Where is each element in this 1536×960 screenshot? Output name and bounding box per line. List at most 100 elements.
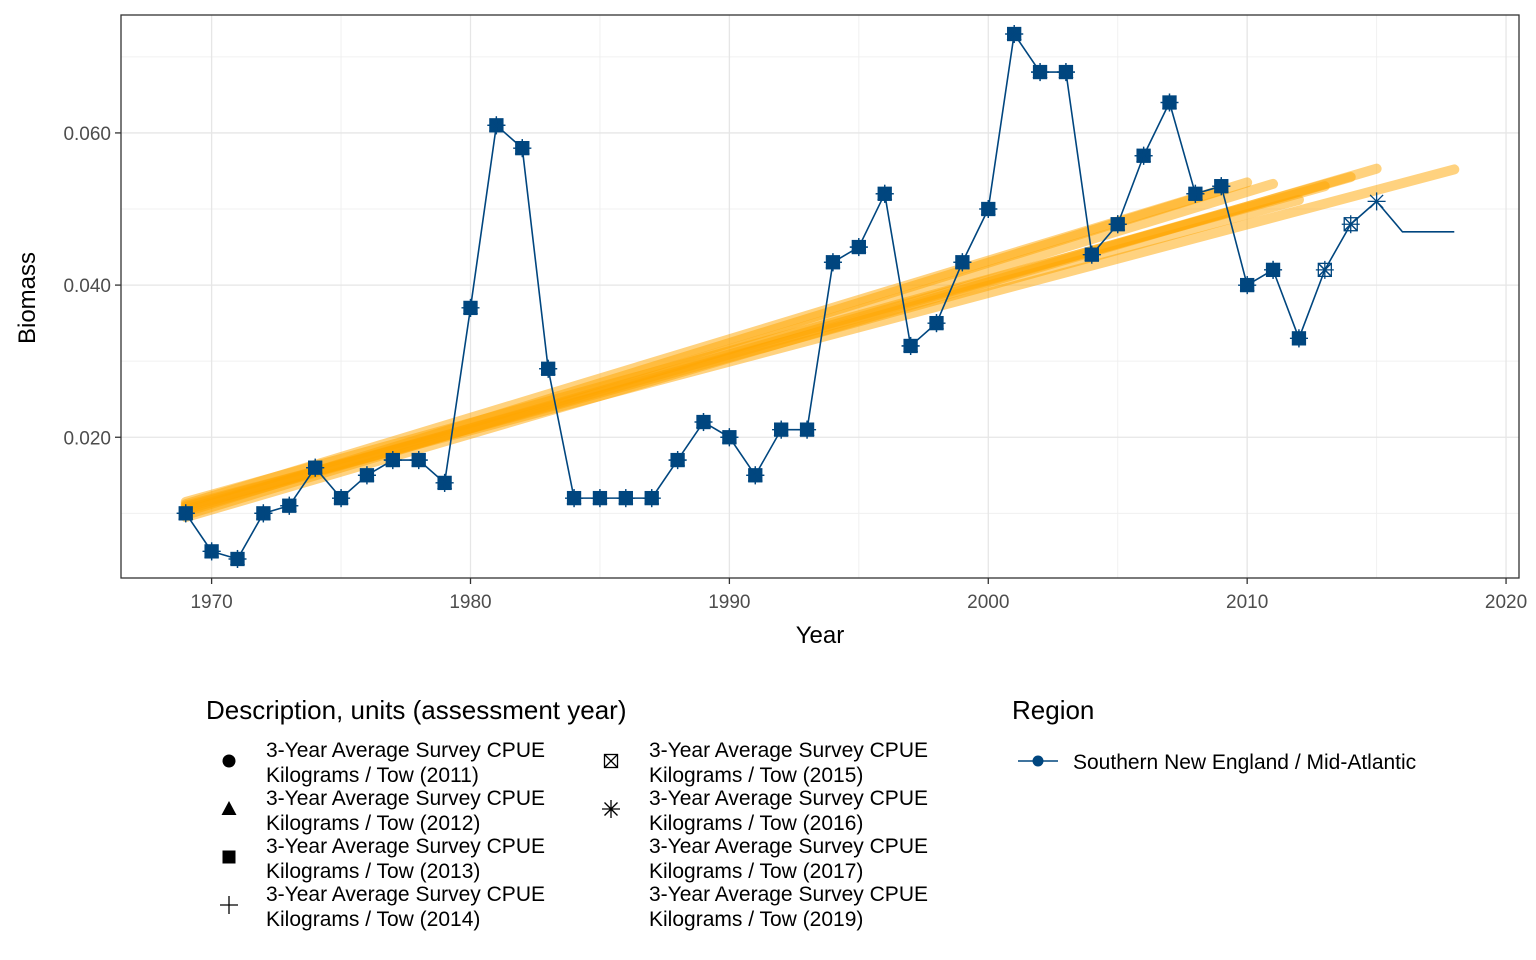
data-point-2016-1984: [565, 489, 584, 508]
grid: [121, 15, 1519, 578]
data-point-2016-1985: [590, 489, 609, 508]
data-point-2016-1975: [332, 489, 351, 508]
legend-item-label-line2: Kilograms / Tow (2012): [266, 812, 480, 835]
y-tick-label: 0.040: [63, 276, 111, 297]
legend-key-triangle: [221, 801, 237, 815]
legend-region-point: [1032, 755, 1044, 767]
legend-description-title: Description, units (assessment year): [206, 695, 626, 725]
data-point-2016-1987: [642, 489, 661, 508]
data-point-2016-2014: [1341, 215, 1360, 234]
data-point-2016-2003: [1056, 63, 1075, 82]
legend-key-circle: [222, 754, 236, 768]
legend-item-label-line2: Kilograms / Tow (2014): [266, 908, 480, 931]
x-tick-label: 2000: [967, 592, 1009, 613]
panel-border: [120, 14, 1520, 579]
data-point-2016-1986: [616, 489, 635, 508]
data-point-2016-1971: [228, 549, 247, 568]
legend-item-label-line2: Kilograms / Tow (2015): [649, 764, 863, 787]
data-point-2016-2009: [1212, 177, 1231, 196]
legend-item-label-line1: 3-Year Average Survey CPUE: [649, 739, 928, 762]
legend-key-square: [222, 850, 236, 864]
data-point-2016-1974: [306, 458, 325, 477]
x-axis-title: Year: [796, 622, 845, 649]
y-tick-label: 0.020: [63, 428, 111, 449]
data-point-2016-1978: [409, 451, 428, 470]
legend-key-plus: [220, 896, 238, 914]
x-tick-label: 1990: [708, 592, 750, 613]
x-tick-label: 2020: [1485, 592, 1527, 613]
data-point-2016-2010: [1238, 276, 1257, 295]
data-point-2016-1998: [927, 314, 946, 333]
data-point-2016-1972: [254, 504, 273, 523]
data-point-2016-2007: [1160, 93, 1179, 112]
data-point-2016-2015: [1367, 192, 1386, 211]
legend-item-label-line2: Kilograms / Tow (2019): [649, 908, 863, 931]
data-point-2016-2012: [1289, 329, 1308, 348]
data-point-2016-1992: [772, 420, 791, 439]
legend-item-label-line1: 3-Year Average Survey CPUE: [266, 835, 545, 858]
data-point-2016-2005: [1108, 215, 1127, 234]
x-tick-label: 1970: [190, 592, 232, 613]
legend-item-label-line1: 3-Year Average Survey CPUE: [266, 883, 545, 906]
data-point-2016-1977: [383, 451, 402, 470]
data-point-2016-1989: [694, 413, 713, 432]
x-tick-label: 1980: [449, 592, 491, 613]
legend-item-label-line2: Kilograms / Tow (2017): [649, 860, 863, 883]
data-point-2016-1997: [901, 336, 920, 355]
data-point-2016-1995: [849, 238, 868, 257]
trend-line-2019: [180, 164, 1460, 511]
legend-item-label-line1: 3-Year Average Survey CPUE: [649, 883, 928, 906]
legend-item-label-line1: 3-Year Average Survey CPUE: [266, 787, 545, 810]
panel-background: [121, 15, 1519, 578]
data-point-2016-2011: [1264, 260, 1283, 279]
legend-key-asterisk: [602, 800, 620, 818]
x-tick-label: 2010: [1226, 592, 1268, 613]
trend-lines: [180, 163, 1460, 523]
panel-border-layer: [120, 14, 1520, 579]
data-point-2016-1993: [798, 420, 817, 439]
data-point-2016-2006: [1134, 146, 1153, 165]
legend-region-title: Region: [1012, 695, 1094, 725]
legend-region-label: Southern New England / Mid-Atlantic: [1073, 751, 1416, 774]
data-point-2016-1988: [668, 451, 687, 470]
legend-key-boxcross: [603, 753, 619, 769]
data-point-2016-1980: [461, 298, 480, 317]
data-point-2016-2002: [1031, 63, 1050, 82]
legend: Description, units (assessment year) 3-Ye…: [206, 695, 1416, 931]
legend-item-label-line2: Kilograms / Tow (2016): [649, 812, 863, 835]
series-markers: [176, 25, 1386, 568]
data-point-2016-1994: [823, 253, 842, 272]
data-point-2016-1991: [746, 466, 765, 485]
data-point-2016-2004: [1082, 245, 1101, 264]
legend-item-label-line2: Kilograms / Tow (2013): [266, 860, 480, 883]
data-point-2016-1982: [513, 139, 532, 158]
data-point-2016-1999: [953, 253, 972, 272]
data-point-2016-2008: [1186, 184, 1205, 203]
data-point-2016-1983: [539, 359, 558, 378]
data-point-2016-1970: [202, 542, 221, 561]
legend-region-item: Southern New England / Mid-Atlantic: [1018, 751, 1416, 774]
y-axis-title: Biomass: [14, 252, 41, 344]
data-point-2016-1996: [875, 184, 894, 203]
data-point-2016-1990: [720, 428, 739, 447]
series-layer: [176, 25, 1455, 568]
axes: 1970 1980 1990 2000 2010 2020 0.020 0.040 0.060: [63, 124, 1527, 613]
data-point-2016-1976: [357, 466, 376, 485]
legend-item-label-line1: 3-Year Average Survey CPUE: [649, 787, 928, 810]
y-tick-label: 0.060: [63, 124, 111, 145]
data-point-2016-1973: [280, 496, 299, 515]
data-point-2016-1969: [176, 504, 195, 523]
legend-item-label-line1: 3-Year Average Survey CPUE: [266, 739, 545, 762]
data-point-2016-2001: [1005, 25, 1024, 44]
data-point-2016-2013: [1315, 260, 1334, 279]
data-point-2016-1979: [435, 473, 454, 492]
